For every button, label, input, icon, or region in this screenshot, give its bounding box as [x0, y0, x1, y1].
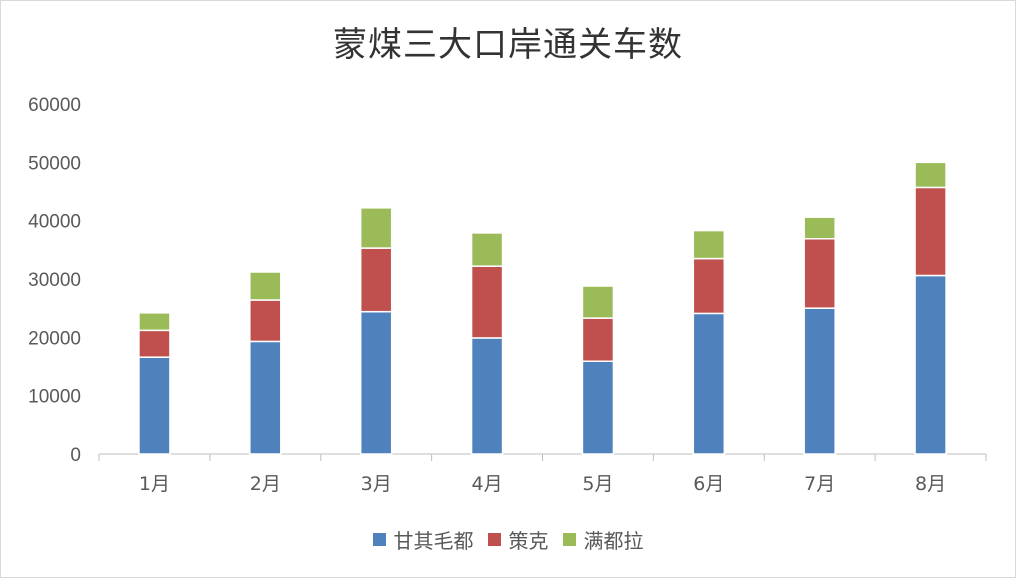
legend: 甘其毛都 策克 满都拉: [1, 525, 1015, 554]
y-tick-label: 0: [70, 445, 81, 466]
legend-label-mandula: 满都拉: [583, 529, 644, 553]
bar-segment: [581, 285, 615, 319]
legend-swatch-gqmd: [372, 533, 386, 546]
bar-segment: [692, 312, 726, 455]
bar-segment: [138, 356, 171, 455]
bar-segment: [803, 307, 836, 455]
y-tick-label: 40000: [28, 212, 81, 233]
legend-item-mandula: 满都拉: [562, 525, 644, 554]
y-tick-label: 10000: [28, 387, 81, 408]
x-tick-label: 8月: [915, 473, 946, 495]
x-tick-label: 3月: [361, 473, 392, 495]
x-tick-label: 7月: [804, 473, 835, 495]
y-tick-label: 30000: [28, 270, 81, 291]
bar-segment: [470, 265, 504, 339]
legend-swatch-ceke: [487, 533, 501, 546]
bar-segment: [359, 207, 393, 249]
bar-segment: [581, 360, 615, 455]
legend-item-gqmd: 甘其毛都: [372, 525, 474, 554]
bar-segment: [359, 310, 393, 455]
bar-segment: [249, 340, 282, 455]
bar-segment: [138, 329, 171, 358]
bar-segment: [914, 274, 947, 455]
x-tick-label: 1月: [139, 473, 170, 495]
x-tick-label: 5月: [582, 473, 613, 495]
bar-segment: [581, 317, 615, 363]
legend-label-gqmd: 甘其毛都: [393, 529, 474, 553]
bar-segment: [803, 216, 836, 240]
bar-segment: [692, 257, 726, 315]
bar-segment: [249, 271, 282, 301]
legend-label-ceke: 策克: [508, 529, 549, 553]
bar-segment: [914, 186, 947, 277]
chart-title: 蒙煤三大口岸通关车数: [333, 25, 683, 65]
y-tick-label: 20000: [28, 328, 81, 349]
bar-segment: [692, 229, 726, 260]
bar-segment: [138, 312, 171, 332]
bar-segment: [470, 232, 504, 267]
x-tick-label: 4月: [472, 473, 503, 495]
y-tick-label: 60000: [28, 95, 81, 116]
bar-segment: [914, 161, 947, 189]
bar-segment: [470, 337, 504, 455]
x-tick-label: 6月: [693, 473, 724, 495]
x-tick-label: 2月: [250, 473, 281, 495]
bar-segment: [249, 299, 282, 343]
plot-area: 0 10000 20000 30000 40000 50000 60000 1月 2月 3月 4月 5…: [28, 95, 987, 495]
bar-segment: [359, 247, 393, 313]
bar-segment: [803, 238, 836, 309]
legend-item-ceke: 策克: [487, 525, 549, 554]
legend-swatch-mandula: [562, 533, 576, 546]
y-tick-label: 50000: [28, 153, 81, 174]
